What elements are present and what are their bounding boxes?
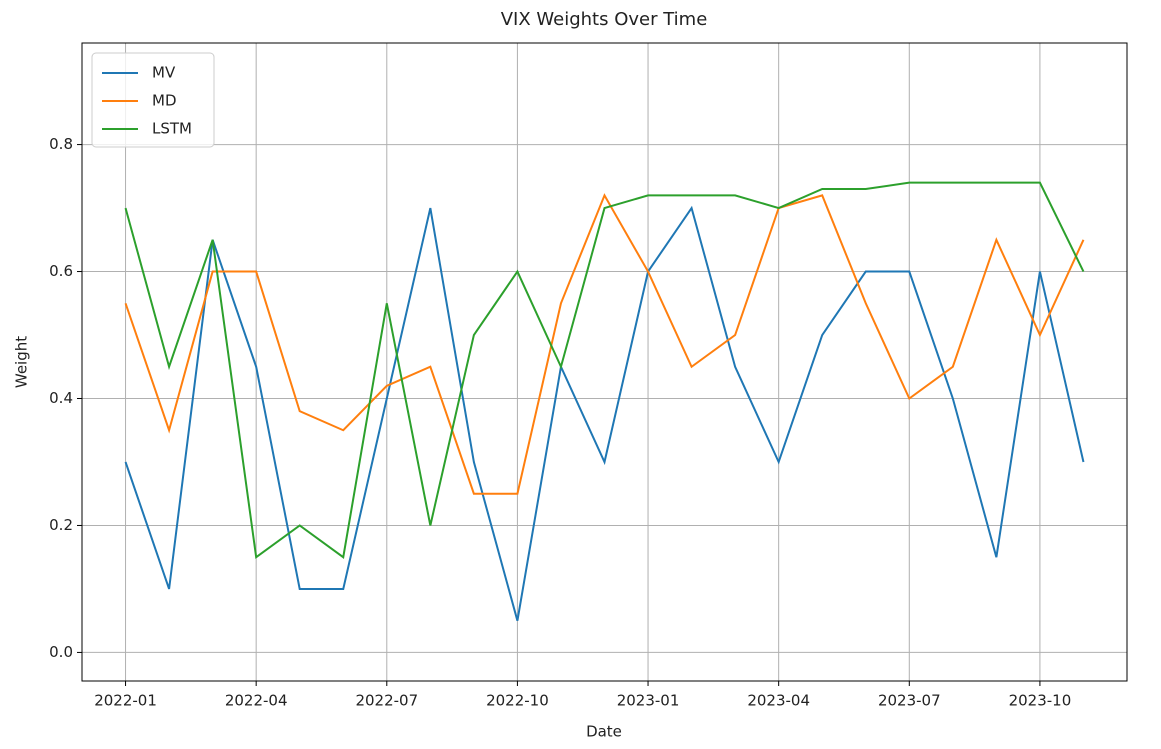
legend-label: MD xyxy=(152,92,177,110)
legend-label: MV xyxy=(152,64,176,82)
x-tick-label: 2023-04 xyxy=(747,692,810,710)
x-tick-label: 2023-07 xyxy=(878,692,941,710)
legend-box xyxy=(91,52,215,148)
chart-title: VIX Weights Over Time xyxy=(501,9,708,30)
x-tick-label: 2023-01 xyxy=(617,692,680,710)
y-tick-label: 0.6 xyxy=(49,262,73,280)
series-line xyxy=(124,181,1085,560)
x-tick-label: 2023-10 xyxy=(1009,692,1072,710)
y-tick-label: 0.8 xyxy=(49,135,73,153)
x-tick-label: 2022-10 xyxy=(486,692,549,710)
x-tick-label: 2022-04 xyxy=(225,692,288,710)
plot-frame xyxy=(81,42,1128,682)
y-tick-label: 0.4 xyxy=(49,389,73,407)
x-tick-label: 2022-01 xyxy=(94,692,157,710)
legend-label: LSTM xyxy=(152,120,192,138)
y-tick-label: 0.2 xyxy=(49,516,73,534)
y-tick-label: 0.0 xyxy=(49,643,73,661)
x-axis-label: Date xyxy=(586,723,622,741)
x-tick-label: 2022-07 xyxy=(355,692,418,710)
series-line xyxy=(124,205,1085,621)
y-axis-label: Weight xyxy=(13,336,31,388)
series-line xyxy=(124,193,1085,495)
